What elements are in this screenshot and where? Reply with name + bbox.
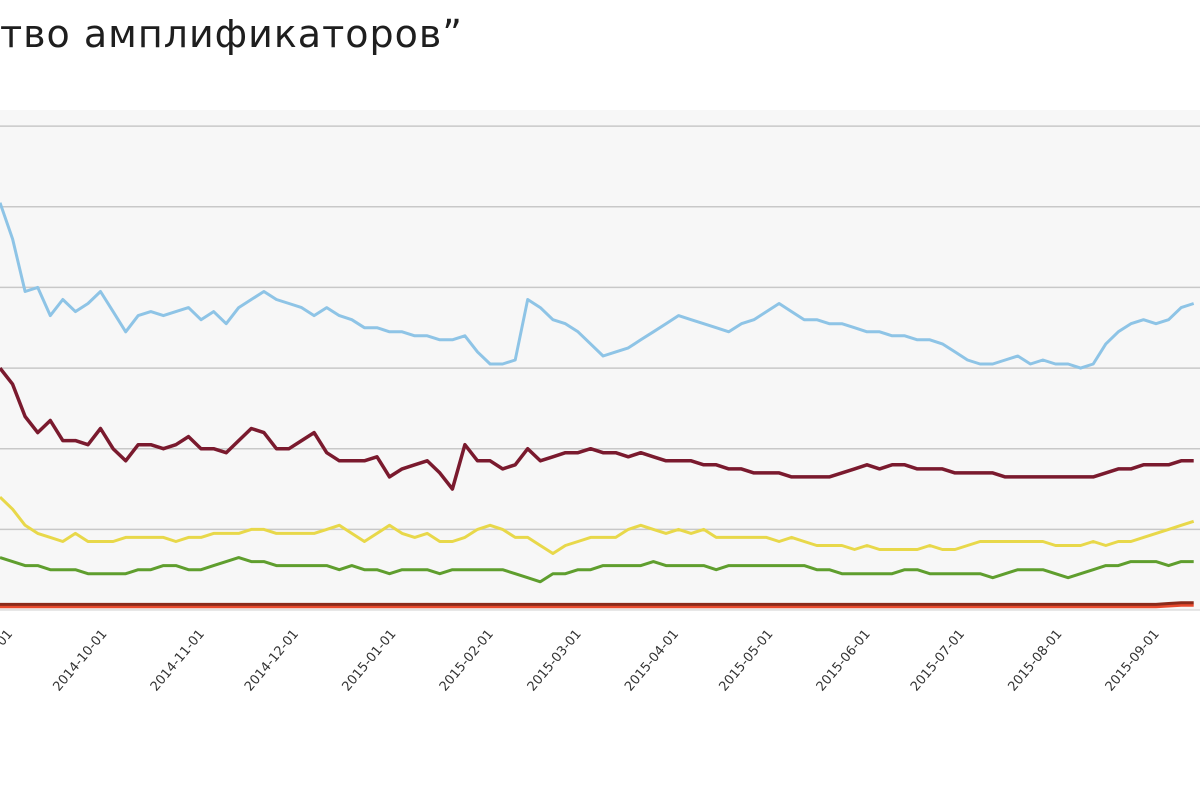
x-tick-label: 2015-01-01 — [339, 627, 399, 695]
x-tick-label: 2014-10-01 — [50, 627, 110, 695]
x-tick-label: 2015-03-01 — [525, 627, 585, 695]
series-line-2 — [0, 367, 1194, 491]
x-tick-label: 2014-09-01 — [0, 627, 16, 695]
x-tick-label: 2014-11-01 — [148, 627, 208, 695]
x-tick-label: 2015-06-01 — [814, 627, 874, 695]
series-line-6 — [0, 601, 1194, 606]
x-tick-label: 2015-02-01 — [437, 627, 497, 695]
x-tick-label: 2015-07-01 — [908, 627, 968, 695]
series-line-5 — [0, 603, 1194, 609]
x-axis-ticks: 2014-09-01 2014-10-01 2014-11-01 2014-12-01… — [0, 627, 1163, 695]
series-line-4 — [0, 556, 1194, 584]
x-tick-label: 2015-05-01 — [716, 627, 776, 695]
chart-title: тво амплификаторов” — [0, 12, 463, 56]
series-line-3 — [0, 496, 1195, 555]
x-tick-label: 2015-08-01 — [1005, 627, 1065, 695]
x-tick-label: 2015-04-01 — [622, 627, 682, 695]
x-tick-label: 2014-12-01 — [242, 627, 302, 695]
series-line-1 — [0, 202, 1195, 370]
plot-background — [0, 110, 1200, 610]
series-lines — [0, 202, 1195, 609]
x-tick-label: 2015-09-01 — [1103, 627, 1163, 695]
